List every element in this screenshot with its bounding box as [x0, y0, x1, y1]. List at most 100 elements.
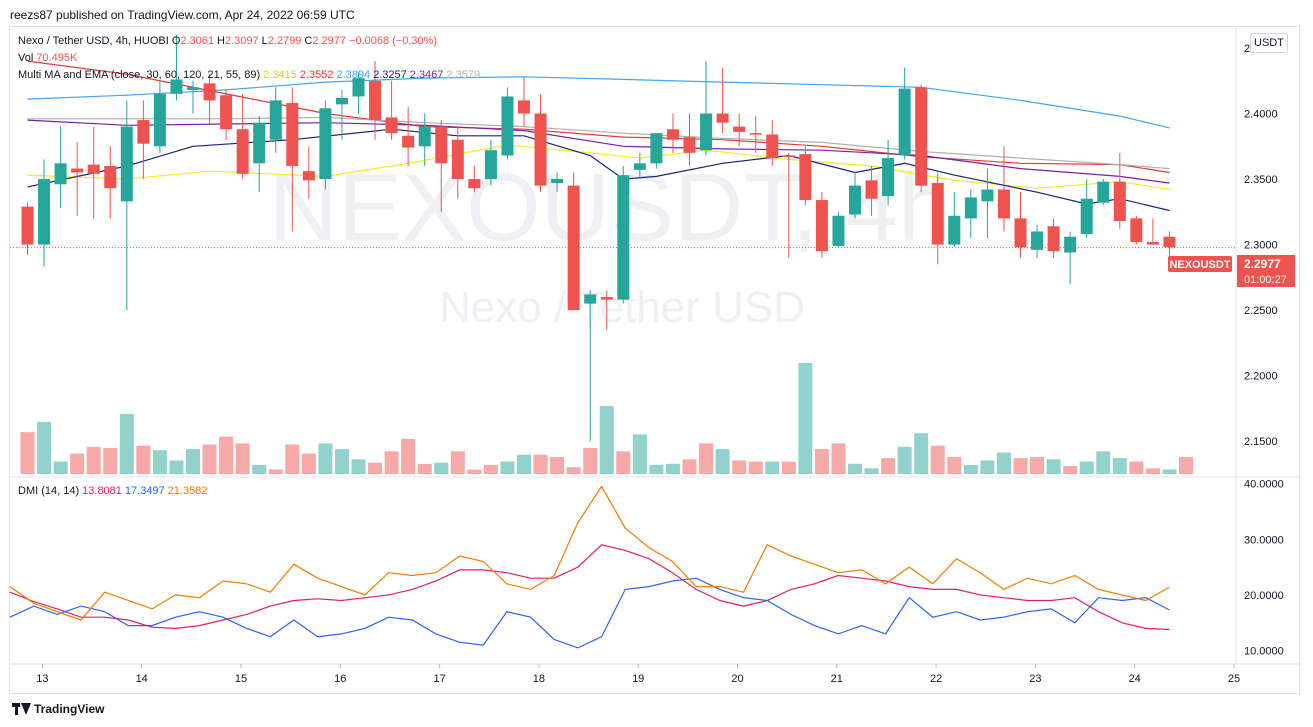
dmi-axis[interactable]: 40.0000 30.0000 20.0000 10.0000 — [1244, 479, 1284, 658]
candle-body — [633, 163, 646, 170]
candle-body — [170, 79, 183, 94]
candle-body — [716, 113, 729, 123]
candle-body — [435, 126, 448, 164]
volume-bar — [169, 460, 184, 474]
ma-value-5: 2.3467 — [409, 69, 444, 81]
candle-body — [584, 294, 597, 304]
candle-body — [849, 185, 861, 215]
volume-bar — [136, 445, 151, 474]
price-tick-label: 2.2000 — [1244, 371, 1278, 383]
volume-bar — [1046, 459, 1061, 474]
candle-body — [567, 185, 580, 311]
candle-body — [451, 139, 464, 180]
candle — [501, 87, 514, 160]
volume-bar — [401, 438, 416, 474]
volume-bar — [417, 463, 432, 474]
dmi-label: DMI (14, 14) — [18, 485, 80, 497]
volume-bar — [384, 451, 399, 474]
currency-button[interactable]: USDT — [1250, 33, 1288, 53]
volume-bar — [318, 443, 333, 474]
candle-body — [948, 215, 961, 245]
candle-body — [87, 164, 100, 174]
volume-bar — [37, 421, 52, 474]
candle — [849, 172, 861, 219]
volume-bar — [53, 461, 68, 474]
candle — [269, 87, 282, 153]
price-tick-label: 2.4000 — [1244, 109, 1278, 121]
candle-body — [898, 88, 911, 156]
candle — [203, 74, 216, 125]
candle-body — [418, 126, 431, 147]
ma-legend: Multi MA and EMA (close, 30, 60, 120, 21… — [18, 69, 483, 81]
candle-body — [766, 134, 779, 159]
candle-body — [104, 165, 117, 189]
candle-body — [518, 100, 530, 114]
dmi-series-1 — [9, 544, 1170, 631]
candle-body — [534, 113, 547, 186]
candle — [1031, 224, 1044, 258]
price-tag: 2.2977 — [1244, 257, 1281, 271]
volume-bar — [980, 460, 995, 474]
symbol-tag: NEXOUSDT — [1169, 259, 1230, 271]
candle — [170, 34, 183, 101]
candle — [931, 172, 944, 265]
symbol-legend: Nexo / Tether USD, 4h, HUOBI O2.3061 H2.30… — [18, 35, 440, 47]
watermark: NEXOUSDT, 4h Nexo / Tether USD — [269, 154, 952, 332]
ma-line-3 — [27, 76, 1170, 129]
dmi-series-2 — [9, 577, 1170, 649]
footer-brand-text: TradingView — [34, 702, 105, 716]
volume-bar — [334, 449, 349, 474]
candle-body — [187, 87, 199, 90]
time-tick-label: 20 — [731, 673, 743, 685]
footer-brand[interactable]: TradingView — [12, 702, 104, 716]
candle-body — [385, 117, 398, 134]
volume-bar — [1162, 469, 1177, 474]
candle — [716, 67, 729, 134]
candle — [187, 80, 199, 114]
dmi-value-3: 21.3582 — [167, 485, 208, 497]
candles — [21, 34, 1176, 442]
candle-body — [1113, 181, 1126, 222]
candle — [534, 93, 547, 193]
candle-body — [369, 80, 382, 121]
volume-bar — [467, 469, 482, 474]
price-axis[interactable]: 2.45002.40002.35002.30002.25002.20002.15… — [1244, 43, 1278, 448]
countdown-tag: 01:00:27 — [1244, 274, 1287, 286]
candle — [335, 89, 348, 140]
candle — [584, 290, 597, 442]
volume-bar — [103, 447, 118, 474]
candle — [832, 211, 845, 248]
volume-bar — [235, 443, 250, 474]
volume-bar — [1013, 458, 1028, 474]
volume-bar — [963, 464, 978, 474]
low-label: L — [261, 35, 268, 47]
volume-legend: Vol 70.495K — [18, 52, 80, 64]
volume-bar — [1063, 466, 1078, 474]
volume-bar — [450, 451, 465, 474]
candle-body — [915, 87, 928, 186]
volume-bar — [202, 444, 217, 474]
volume-bar — [1112, 458, 1127, 474]
dmi-legend: DMI (14, 14) 13.8081 17.3497 21.3582 — [18, 485, 210, 497]
volume-bar — [649, 464, 664, 474]
candle-body — [749, 133, 762, 135]
candle — [120, 100, 133, 311]
symbol-name: Nexo / Tether USD, 4h, HUOBI — [18, 35, 169, 47]
dmi-value-1: 13.8081 — [82, 485, 122, 497]
dmi-series-3 — [9, 485, 1170, 621]
time-tick-label: 16 — [334, 673, 346, 685]
volume-bar — [897, 446, 912, 474]
candle — [782, 152, 795, 258]
candle-body — [236, 129, 249, 174]
price-tick-label: 2.1500 — [1244, 436, 1278, 448]
volume-bar — [864, 468, 879, 474]
volume-bar — [814, 449, 829, 474]
candle — [666, 113, 679, 153]
volume-bar — [500, 461, 515, 474]
volume-bar — [583, 447, 598, 474]
candle-body — [468, 179, 481, 189]
candle — [865, 165, 878, 216]
candle — [600, 290, 613, 330]
time-axis[interactable]: 13 14 15 16 17 18 19 20 21 22 23 24 25 — [36, 664, 1240, 685]
